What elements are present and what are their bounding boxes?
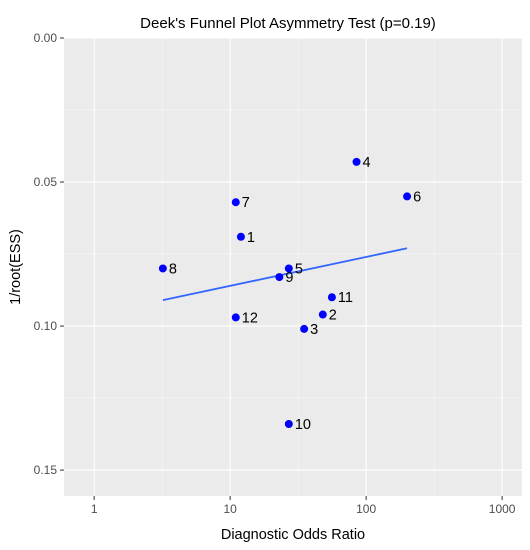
plot-panel: [64, 38, 522, 496]
x-tick-label: 10: [223, 502, 237, 516]
regression-layer: [162, 247, 408, 302]
x-axis-label: Diagnostic Odds Ratio: [221, 527, 365, 543]
y-tick-label: 0.00: [34, 31, 58, 45]
point-label-12: 12: [242, 310, 258, 326]
data-point-3: [300, 324, 309, 333]
point-label-3: 3: [310, 322, 318, 338]
y-axis-label: 1/root(ESS): [8, 229, 24, 305]
chart-title: Deek's Funnel Plot Asymmetry Test (p=0.1…: [140, 15, 436, 32]
axes: 0.00 0.05 0.10 0.15 1 10 100 1000: [34, 31, 516, 516]
y-tick-label: 0.05: [34, 175, 58, 189]
y-tick-label: 0.10: [34, 319, 58, 333]
point-label-11: 11: [338, 290, 353, 306]
point-label-8: 8: [169, 261, 177, 277]
point-label-10: 10: [295, 417, 311, 433]
point-label-4: 4: [363, 155, 371, 171]
data-point-6: [403, 192, 412, 201]
data-point-8: [158, 264, 167, 273]
y-tick-label: 0.15: [34, 463, 58, 477]
data-point-2: [318, 310, 327, 319]
x-tick-label: 1: [91, 502, 98, 516]
data-point-4: [352, 157, 361, 166]
point-label-7: 7: [242, 195, 250, 211]
point-label-2: 2: [329, 308, 337, 324]
data-point-12: [231, 313, 240, 322]
data-point-5: [284, 264, 293, 273]
data-point-7: [231, 198, 240, 207]
data-points: [158, 157, 412, 428]
grid-lines: [64, 37, 522, 496]
regression-line: [162, 247, 408, 302]
data-point-9: [275, 273, 284, 282]
data-point-11: [327, 293, 336, 302]
x-tick-label: 100: [356, 502, 376, 516]
x-tick-label: 1000: [489, 502, 516, 516]
data-point-1: [236, 232, 245, 241]
point-label-1: 1: [247, 230, 255, 246]
point-label-9: 9: [285, 270, 293, 286]
point-label-6: 6: [413, 189, 421, 205]
data-point-10: [284, 419, 293, 428]
point-label-5: 5: [295, 261, 303, 277]
